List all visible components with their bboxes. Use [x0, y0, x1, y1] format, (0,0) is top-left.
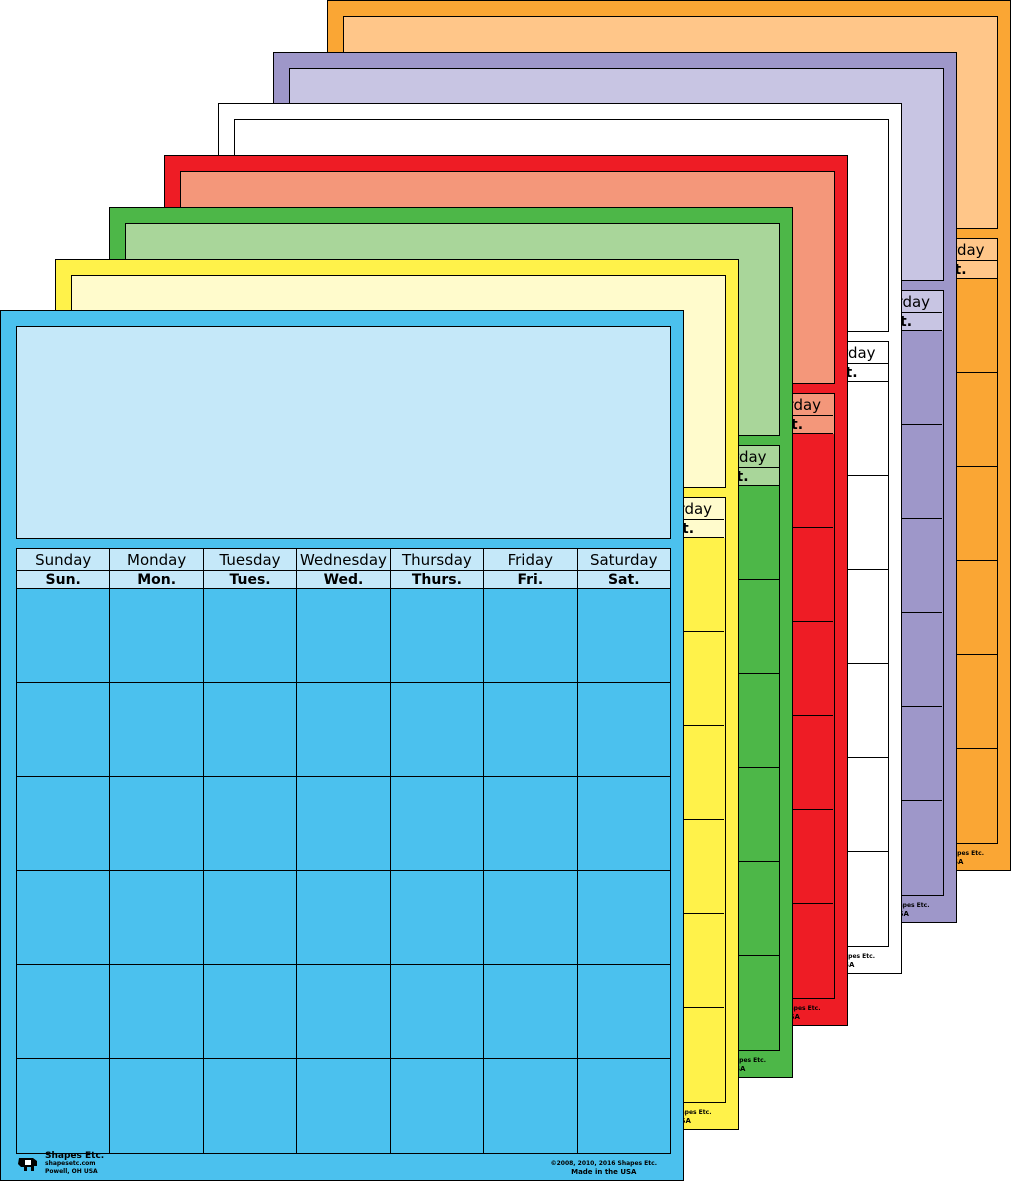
day-cell	[110, 777, 204, 872]
calendar-sheet-blue: Sunday Monday Tuesday Wednesday Thursday Frid…	[0, 310, 684, 1182]
day-abbrev: Thurs.	[390, 571, 485, 590]
day-cell	[577, 683, 670, 778]
day-cell	[577, 777, 670, 872]
day-cell	[297, 777, 391, 872]
address-line: shapesetc.com	[45, 1160, 96, 1168]
day-abbrev: Sun.	[17, 571, 111, 590]
day-cell	[203, 965, 298, 1060]
day-cell	[110, 683, 204, 778]
day-abbrev: Wed.	[297, 571, 391, 590]
day-abbrev: Mon.	[110, 571, 204, 590]
day-name: Sunday	[17, 549, 111, 572]
day-cell	[484, 683, 578, 778]
day-cell	[203, 871, 298, 966]
brand-name: Shapes Etc.	[45, 1151, 105, 1162]
day-cell	[390, 965, 485, 1060]
day-name: Wednesday	[297, 549, 391, 572]
day-cell	[204, 1059, 298, 1154]
copyright-block: ©2008, 2010, 2016 Shapes Etc.Made in the…	[551, 1160, 657, 1176]
day-cell	[484, 965, 578, 1060]
day-cell	[203, 777, 298, 872]
day-abbrev: Fri.	[484, 571, 578, 590]
day-cell	[203, 589, 298, 684]
address-line: Powell, OH USA	[45, 1168, 98, 1176]
day-cell	[17, 589, 111, 684]
day-cell	[297, 871, 391, 966]
day-cell	[297, 1059, 391, 1154]
day-cell	[110, 965, 204, 1060]
day-cell	[390, 871, 485, 966]
day-cell	[17, 1059, 111, 1154]
day-abbrev: Tues.	[203, 571, 298, 590]
day-name: Monday	[110, 549, 204, 572]
day-name: Saturday	[577, 549, 670, 572]
day-cell	[578, 1059, 670, 1153]
day-cell	[17, 777, 111, 872]
day-cell	[484, 871, 578, 966]
day-cell	[577, 871, 670, 966]
day-name: Tuesday	[203, 549, 298, 572]
day-name: Friday	[484, 549, 578, 572]
day-cell	[297, 683, 391, 778]
day-cell	[391, 1059, 485, 1154]
elephant-logo-icon	[18, 1158, 37, 1172]
day-cell	[297, 589, 391, 684]
day-cell	[203, 683, 298, 778]
day-cell	[17, 683, 111, 778]
day-cell	[390, 683, 485, 778]
made-in-text: Made in the USA	[571, 1168, 637, 1177]
day-cell	[577, 965, 670, 1060]
day-cell	[110, 1059, 204, 1154]
day-cell	[577, 589, 670, 684]
day-cell	[110, 589, 204, 684]
day-name: Thursday	[390, 549, 485, 572]
day-cell	[17, 965, 111, 1060]
day-cell	[484, 589, 578, 684]
day-cell	[297, 965, 391, 1060]
copyright-text: ©2008, 2010, 2016 Shapes Etc.	[550, 1160, 657, 1168]
day-abbrev: Sat.	[577, 571, 670, 590]
day-cell	[484, 777, 578, 872]
day-cell	[110, 871, 204, 966]
title-area	[16, 326, 671, 540]
day-cell	[390, 777, 485, 872]
day-cell	[17, 871, 111, 966]
day-cell	[484, 1059, 578, 1154]
day-cell	[390, 589, 485, 684]
